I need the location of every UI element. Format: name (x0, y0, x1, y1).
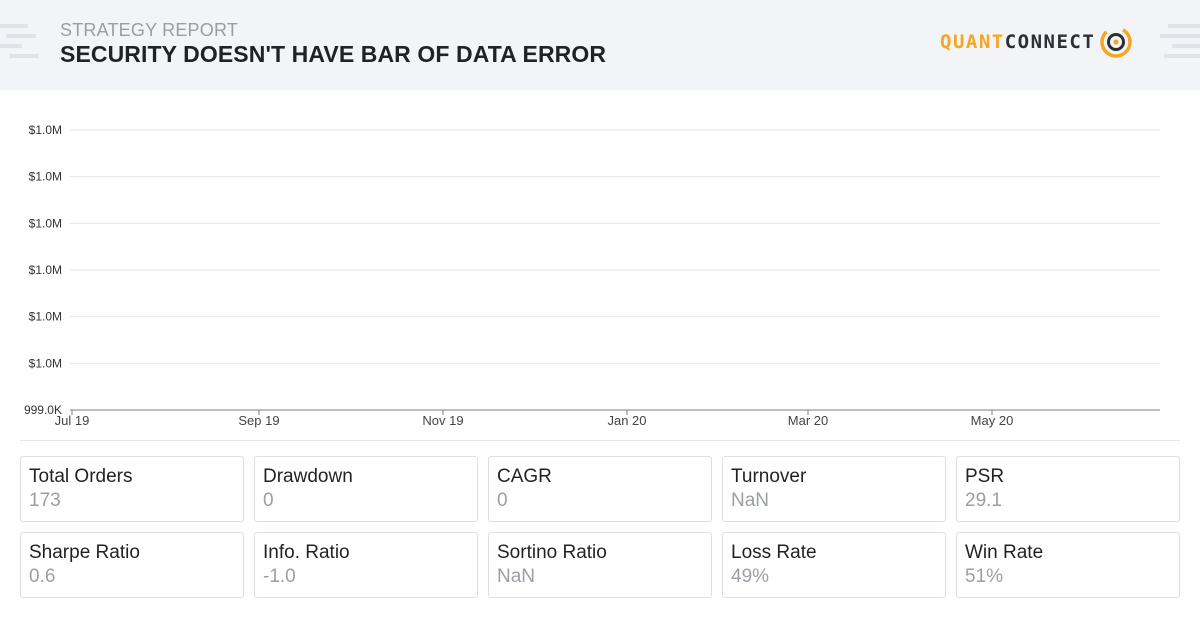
y-tick-label: $1.0M (29, 356, 62, 370)
metric-value: 51% (965, 566, 1004, 587)
x-tick-label: Jul 19 (55, 413, 90, 428)
metric-card: Sharpe Ratio 0.6 (20, 532, 244, 598)
x-tick-label: Jan 20 (607, 413, 646, 428)
quantconnect-logo: QUANTCONNECT (940, 22, 1133, 62)
metric-label: Sharpe Ratio (29, 542, 140, 563)
metric-value: NaN (731, 490, 770, 511)
metric-card: Win Rate 51% (956, 532, 1180, 598)
metric-value: -1.0 (263, 566, 296, 587)
logo-quant-text: QUANT (940, 31, 1005, 53)
metric-card: Sortino Ratio NaN (488, 532, 712, 598)
metric-value: 0 (497, 490, 508, 511)
metric-value: 49% (731, 566, 770, 587)
metric-value: 173 (29, 490, 61, 511)
metric-card: PSR 29.1 (956, 456, 1180, 522)
metric-value: 0.6 (29, 566, 56, 587)
y-tick-label: $1.0M (29, 170, 62, 184)
metric-label: Sortino Ratio (497, 542, 607, 563)
y-tick-label: $1.0M (29, 263, 62, 277)
metrics-grid: Total Orders 173 Drawdown 0 CAGR 0 Turnover NaN… (20, 456, 1180, 598)
metric-card: Total Orders 173 (20, 456, 244, 522)
report-subtitle: STRATEGY REPORT (60, 20, 239, 40)
metric-card: Info. Ratio -1.0 (254, 532, 478, 598)
metric-value: NaN (497, 566, 536, 587)
x-tick-label: Mar 20 (788, 413, 828, 428)
metric-value: 29.1 (965, 490, 1002, 511)
equity-chart: $1.0M $1.0M $1.0M $1.0M $1.0M $1.0M 999.0K Jul … (0, 100, 1200, 440)
metric-label: Turnover (731, 466, 807, 487)
metric-label: PSR (965, 466, 1005, 487)
x-tick-label: May 20 (971, 413, 1014, 428)
metric-label: Total Orders (29, 466, 133, 487)
equity-chart-svg: $1.0M $1.0M $1.0M $1.0M $1.0M $1.0M 999.0KJul … (24, 123, 1160, 428)
metric-label: Loss Rate (731, 542, 817, 563)
metric-label: Win Rate (965, 542, 1044, 563)
report-title: SECURITY DOESN'T HAVE BAR OF DATA ERROR (60, 41, 607, 67)
metric-card: Drawdown 0 (254, 456, 478, 522)
metric-label: Info. Ratio (263, 542, 350, 563)
y-tick-label: 999.0K (24, 403, 62, 417)
metric-label: Drawdown (263, 466, 353, 487)
metric-card: Turnover NaN (722, 456, 946, 522)
quantconnect-logo-icon (1100, 26, 1133, 58)
metric-value: 0 (263, 490, 274, 511)
x-tick-label: Nov 19 (422, 413, 463, 428)
metric-card: CAGR 0 (488, 456, 712, 522)
section-divider (20, 440, 1180, 441)
y-tick-label: $1.0M (29, 216, 62, 230)
x-tick-label: Sep 19 (238, 413, 279, 428)
y-tick-label: $1.0M (29, 123, 62, 137)
report-header: STRATEGY REPORT SECURITY DOESN'T HAVE BA… (0, 0, 1200, 90)
metric-label: CAGR (497, 466, 552, 487)
metric-card: Loss Rate 49% (722, 532, 946, 598)
logo-connect-text: CONNECT (1004, 31, 1096, 53)
y-tick-label: $1.0M (29, 310, 62, 324)
